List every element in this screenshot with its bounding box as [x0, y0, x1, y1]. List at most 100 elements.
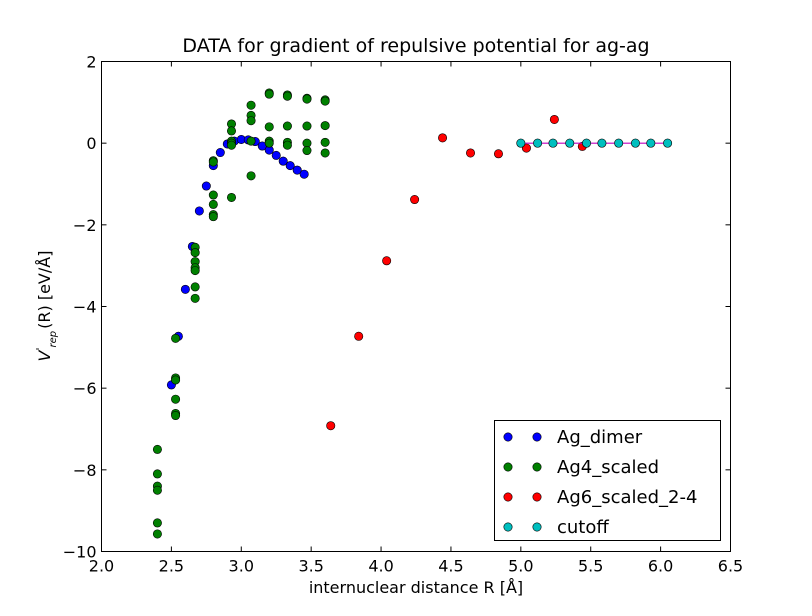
data-point: [226, 192, 236, 202]
data-point: [246, 171, 256, 181]
data-point: [208, 199, 218, 209]
data-point: [278, 156, 288, 166]
legend-marker: [532, 522, 542, 532]
data-point: [246, 100, 256, 110]
data-point: [320, 121, 330, 131]
y-axis-label: V'rep (R) [eV/Å]: [34, 251, 59, 362]
x-tick-label: 3.5: [298, 557, 323, 576]
x-tick-label: 5.5: [578, 557, 603, 576]
y-axis-label-sub: rep: [48, 331, 59, 348]
data-point: [180, 284, 190, 294]
legend-label: Ag_dimer: [557, 427, 643, 448]
series-ag4-scaled: [152, 88, 330, 539]
data-point: [302, 94, 312, 104]
data-point: [354, 331, 364, 341]
data-point: [282, 91, 292, 101]
data-point: [171, 411, 181, 421]
data-point: [466, 148, 476, 158]
data-point: [215, 148, 225, 158]
y-tick-label: −8: [73, 461, 97, 480]
x-tick-label: 5.0: [508, 557, 533, 576]
data-point: [326, 421, 336, 431]
legend-marker: [503, 462, 513, 472]
data-point: [190, 266, 200, 276]
data-point: [152, 485, 162, 495]
data-point: [226, 126, 236, 136]
legend-item: Ag6_scaled_2-4: [503, 487, 697, 508]
data-point: [285, 161, 295, 171]
data-point: [282, 140, 292, 150]
data-point: [190, 293, 200, 303]
data-point: [171, 394, 181, 404]
data-point: [271, 150, 281, 160]
data-point: [663, 138, 673, 148]
x-tick-label: 6.5: [718, 557, 743, 576]
legend-box: [494, 420, 721, 541]
legend-item: Ag4_scaled: [503, 457, 659, 478]
legend-label: Ag6_scaled_2-4: [557, 487, 697, 508]
data-point: [292, 165, 302, 175]
data-point: [438, 133, 448, 143]
data-point: [630, 138, 640, 148]
data-point: [582, 138, 592, 148]
data-point: [246, 136, 256, 146]
data-point: [152, 444, 162, 454]
y-tick-label: 0: [86, 134, 96, 153]
legend-marker: [503, 432, 513, 442]
legend-marker: [503, 492, 513, 502]
data-point: [493, 149, 503, 159]
data-point: [410, 195, 420, 205]
y-tick-label: −10: [63, 543, 97, 562]
data-point: [320, 96, 330, 106]
x-tick-label: 6.0: [648, 557, 673, 576]
y-tick-label: −4: [73, 298, 97, 317]
data-point: [152, 469, 162, 479]
data-point: [646, 138, 656, 148]
data-point: [226, 140, 236, 150]
data-point: [264, 138, 274, 148]
x-tick-label: 3.0: [229, 557, 254, 576]
y-axis-label-prefix: V: [35, 349, 54, 361]
legend-item: cutoff: [503, 517, 609, 538]
data-point: [382, 256, 392, 266]
y-tick-label: 2: [86, 53, 96, 72]
data-point: [548, 138, 558, 148]
x-axis-label: internuclear distance R [Å]: [309, 578, 523, 597]
x-tick-label: 2.0: [89, 557, 114, 576]
x-tick-label: 2.5: [159, 557, 184, 576]
data-point: [171, 375, 181, 385]
data-point: [152, 529, 162, 539]
data-point: [302, 121, 312, 131]
data-point: [246, 116, 256, 126]
y-tick-label: −2: [73, 216, 97, 235]
series-ag6-scaled-2-4: [326, 114, 587, 431]
legend-marker: [532, 492, 542, 502]
legend-label: Ag4_scaled: [557, 457, 659, 478]
data-point: [282, 121, 292, 131]
y-axis-label-suffix: (R) [eV/Å]: [35, 251, 54, 329]
data-point: [597, 138, 607, 148]
data-point: [320, 137, 330, 147]
data-point: [264, 89, 274, 99]
legend-marker: [532, 432, 542, 442]
data-point: [208, 157, 218, 167]
x-tick-label: 4.5: [438, 557, 463, 576]
data-point: [152, 518, 162, 528]
axis-ticks: 2.0 2.5 3.0 3.5 4.0 4.5 5.0 5.5 6.0 6.5 −10 −8 −6 −4 −…: [63, 53, 743, 576]
data-point: [565, 138, 575, 148]
legend-item: Ag_dimer: [503, 427, 643, 448]
data-series: [152, 88, 673, 539]
data-point: [194, 206, 204, 216]
y-axis-label-sup: ': [34, 347, 47, 350]
data-point: [533, 138, 543, 148]
data-point: [201, 181, 211, 191]
legend-marker: [532, 462, 542, 472]
data-point: [171, 333, 181, 343]
data-point: [190, 282, 200, 292]
data-point: [299, 169, 309, 179]
data-point: [302, 146, 312, 156]
